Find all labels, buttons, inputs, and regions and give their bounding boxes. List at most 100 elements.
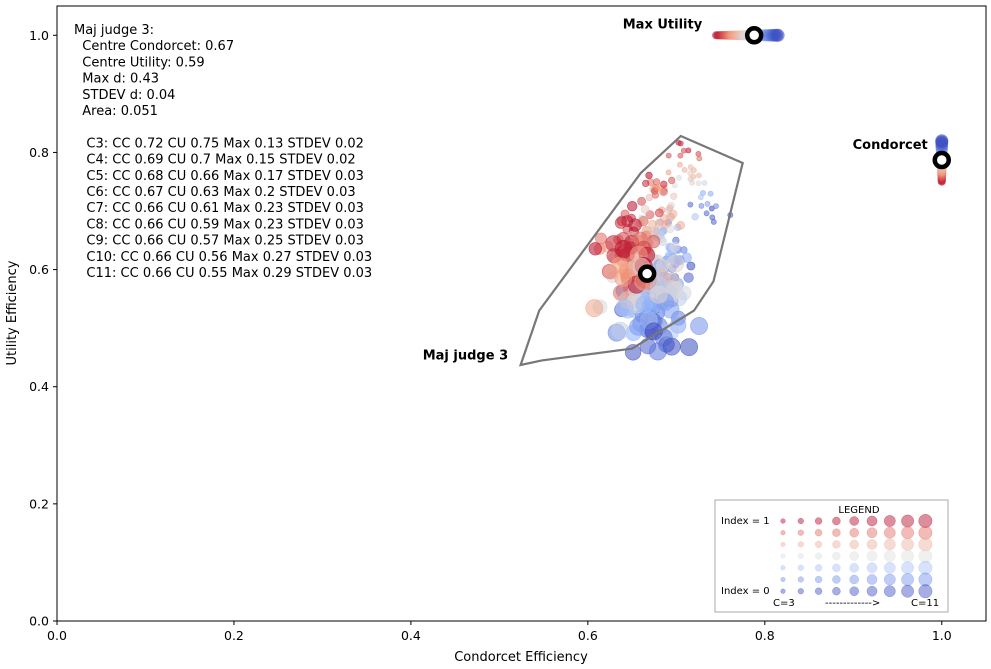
legend-dot <box>918 560 933 575</box>
legend-dot <box>918 525 933 540</box>
legend-dot <box>883 515 896 527</box>
legend-dot <box>883 538 896 551</box>
legend-dot <box>849 563 859 573</box>
legend-dot <box>866 527 878 539</box>
scatter-point <box>660 180 668 188</box>
hull-outline <box>518 134 744 367</box>
legend-dot <box>780 553 786 559</box>
scatter-point <box>671 182 678 189</box>
scatter-point <box>675 139 682 146</box>
info-line: Area: 0.051 <box>74 104 158 119</box>
legend-dot <box>901 538 914 551</box>
legend-dot <box>797 517 804 525</box>
legend-frame <box>714 499 949 613</box>
legend-dot <box>883 526 896 539</box>
scatter-point <box>709 214 716 221</box>
info-line: C5: CC 0.68 CU 0.66 Max 0.17 STDEV 0.03 <box>74 169 364 184</box>
x-tick-label: 0.2 <box>224 628 244 643</box>
info-line: C10: CC 0.66 CU 0.56 Max 0.27 STDEV 0.03 <box>74 250 372 265</box>
scatter-point <box>665 152 672 159</box>
legend-dot <box>849 574 859 585</box>
scatter-point <box>695 180 702 187</box>
legend-dot <box>849 586 859 596</box>
legend-dot <box>866 539 878 550</box>
legend-dot <box>797 576 804 583</box>
scatter-point <box>635 295 654 314</box>
info-line: C3: CC 0.72 CU 0.75 Max 0.13 STDEV 0.02 <box>74 136 364 151</box>
scatter-point <box>669 241 680 253</box>
y-tick-label: 0.6 <box>29 262 49 277</box>
legend-c-start: C=3 <box>773 598 795 609</box>
legend-dot <box>797 588 804 595</box>
scatter-point <box>628 218 642 232</box>
legend-dot <box>832 587 841 596</box>
legend-dot <box>780 530 786 536</box>
scatter-point <box>644 322 663 341</box>
legend-dot <box>901 584 914 598</box>
legend-dot <box>883 550 896 562</box>
scatter-point <box>680 338 699 357</box>
scatter-point <box>687 201 694 208</box>
scatter-point <box>659 189 668 197</box>
y-tick-label: 0.0 <box>29 614 49 629</box>
legend-dot <box>866 515 878 527</box>
legend-dot <box>814 529 823 537</box>
scatter-point <box>651 191 660 199</box>
legend-dot <box>849 539 859 550</box>
scatter-point <box>677 161 683 168</box>
plot-frame <box>56 5 987 622</box>
legend-dot <box>883 573 896 586</box>
legend-dot <box>849 516 859 526</box>
x-tick-label: 0.6 <box>578 628 598 643</box>
legend-dot <box>901 561 914 575</box>
info-line: Maj judge 3: <box>74 23 154 38</box>
scatter-points <box>585 28 949 361</box>
scatter-point <box>654 218 664 228</box>
y-tick-label: 1.0 <box>29 28 49 43</box>
info-line: Centre Condorcet: 0.67 <box>74 39 234 54</box>
legend-dot <box>814 575 823 584</box>
reference-marker <box>637 264 657 283</box>
info-line: C8: CC 0.66 CU 0.59 Max 0.23 STDEV 0.03 <box>74 217 364 232</box>
max-utility-point <box>771 28 785 42</box>
legend-index-top: Index = 1 <box>721 516 770 527</box>
scatter-point <box>704 200 711 207</box>
scatter-point <box>703 210 710 217</box>
scatter-point <box>645 193 654 202</box>
scatter-point <box>662 337 681 356</box>
scatter-point <box>696 155 703 162</box>
legend-title: LEGEND <box>838 505 879 516</box>
legend-dot <box>901 573 914 586</box>
legend-dot <box>918 572 933 587</box>
scatter-point <box>658 226 668 236</box>
scatter-point <box>642 179 650 188</box>
axis-ticks: 0.0 0.2 0.4 0.6 0.8 1.0 0.0 0.2 0.4 0.6 0.8 1.0 <box>29 28 952 643</box>
legend-dot <box>780 541 786 547</box>
scatter-point <box>665 280 684 299</box>
scatter-point <box>585 299 604 318</box>
x-tick-label: 0.8 <box>755 628 775 643</box>
legend-box: LEGEND Index = 1 Index = 0 C=3 ---------… <box>714 499 949 613</box>
legend-arrow: -------------> <box>825 598 880 609</box>
condorcet-point <box>935 134 949 148</box>
scatter-point <box>614 268 633 287</box>
scatter-point <box>670 192 678 200</box>
info-line: C9: CC 0.66 CU 0.57 Max 0.25 STDEV 0.03 <box>74 234 364 249</box>
info-line: C11: CC 0.66 CU 0.55 Max 0.29 STDEV 0.03 <box>74 266 372 281</box>
info-line: Max d: 0.43 <box>74 72 159 87</box>
legend-dot <box>918 537 933 552</box>
legend-dots <box>780 514 933 599</box>
legend-dot <box>883 585 896 598</box>
legend-dot <box>832 540 841 549</box>
scatter-point <box>629 317 648 336</box>
y-tick-label: 0.4 <box>29 379 49 394</box>
legend-dot <box>918 549 933 564</box>
scatter-point <box>611 321 630 340</box>
convex-hull <box>518 134 744 367</box>
legend-dot <box>814 564 823 572</box>
legend-index-bottom: Index = 0 <box>721 586 770 597</box>
legend-dot <box>814 517 823 525</box>
legend-dot <box>780 518 786 524</box>
legend-dot <box>901 526 914 540</box>
legend-c-end: C=11 <box>911 598 939 609</box>
